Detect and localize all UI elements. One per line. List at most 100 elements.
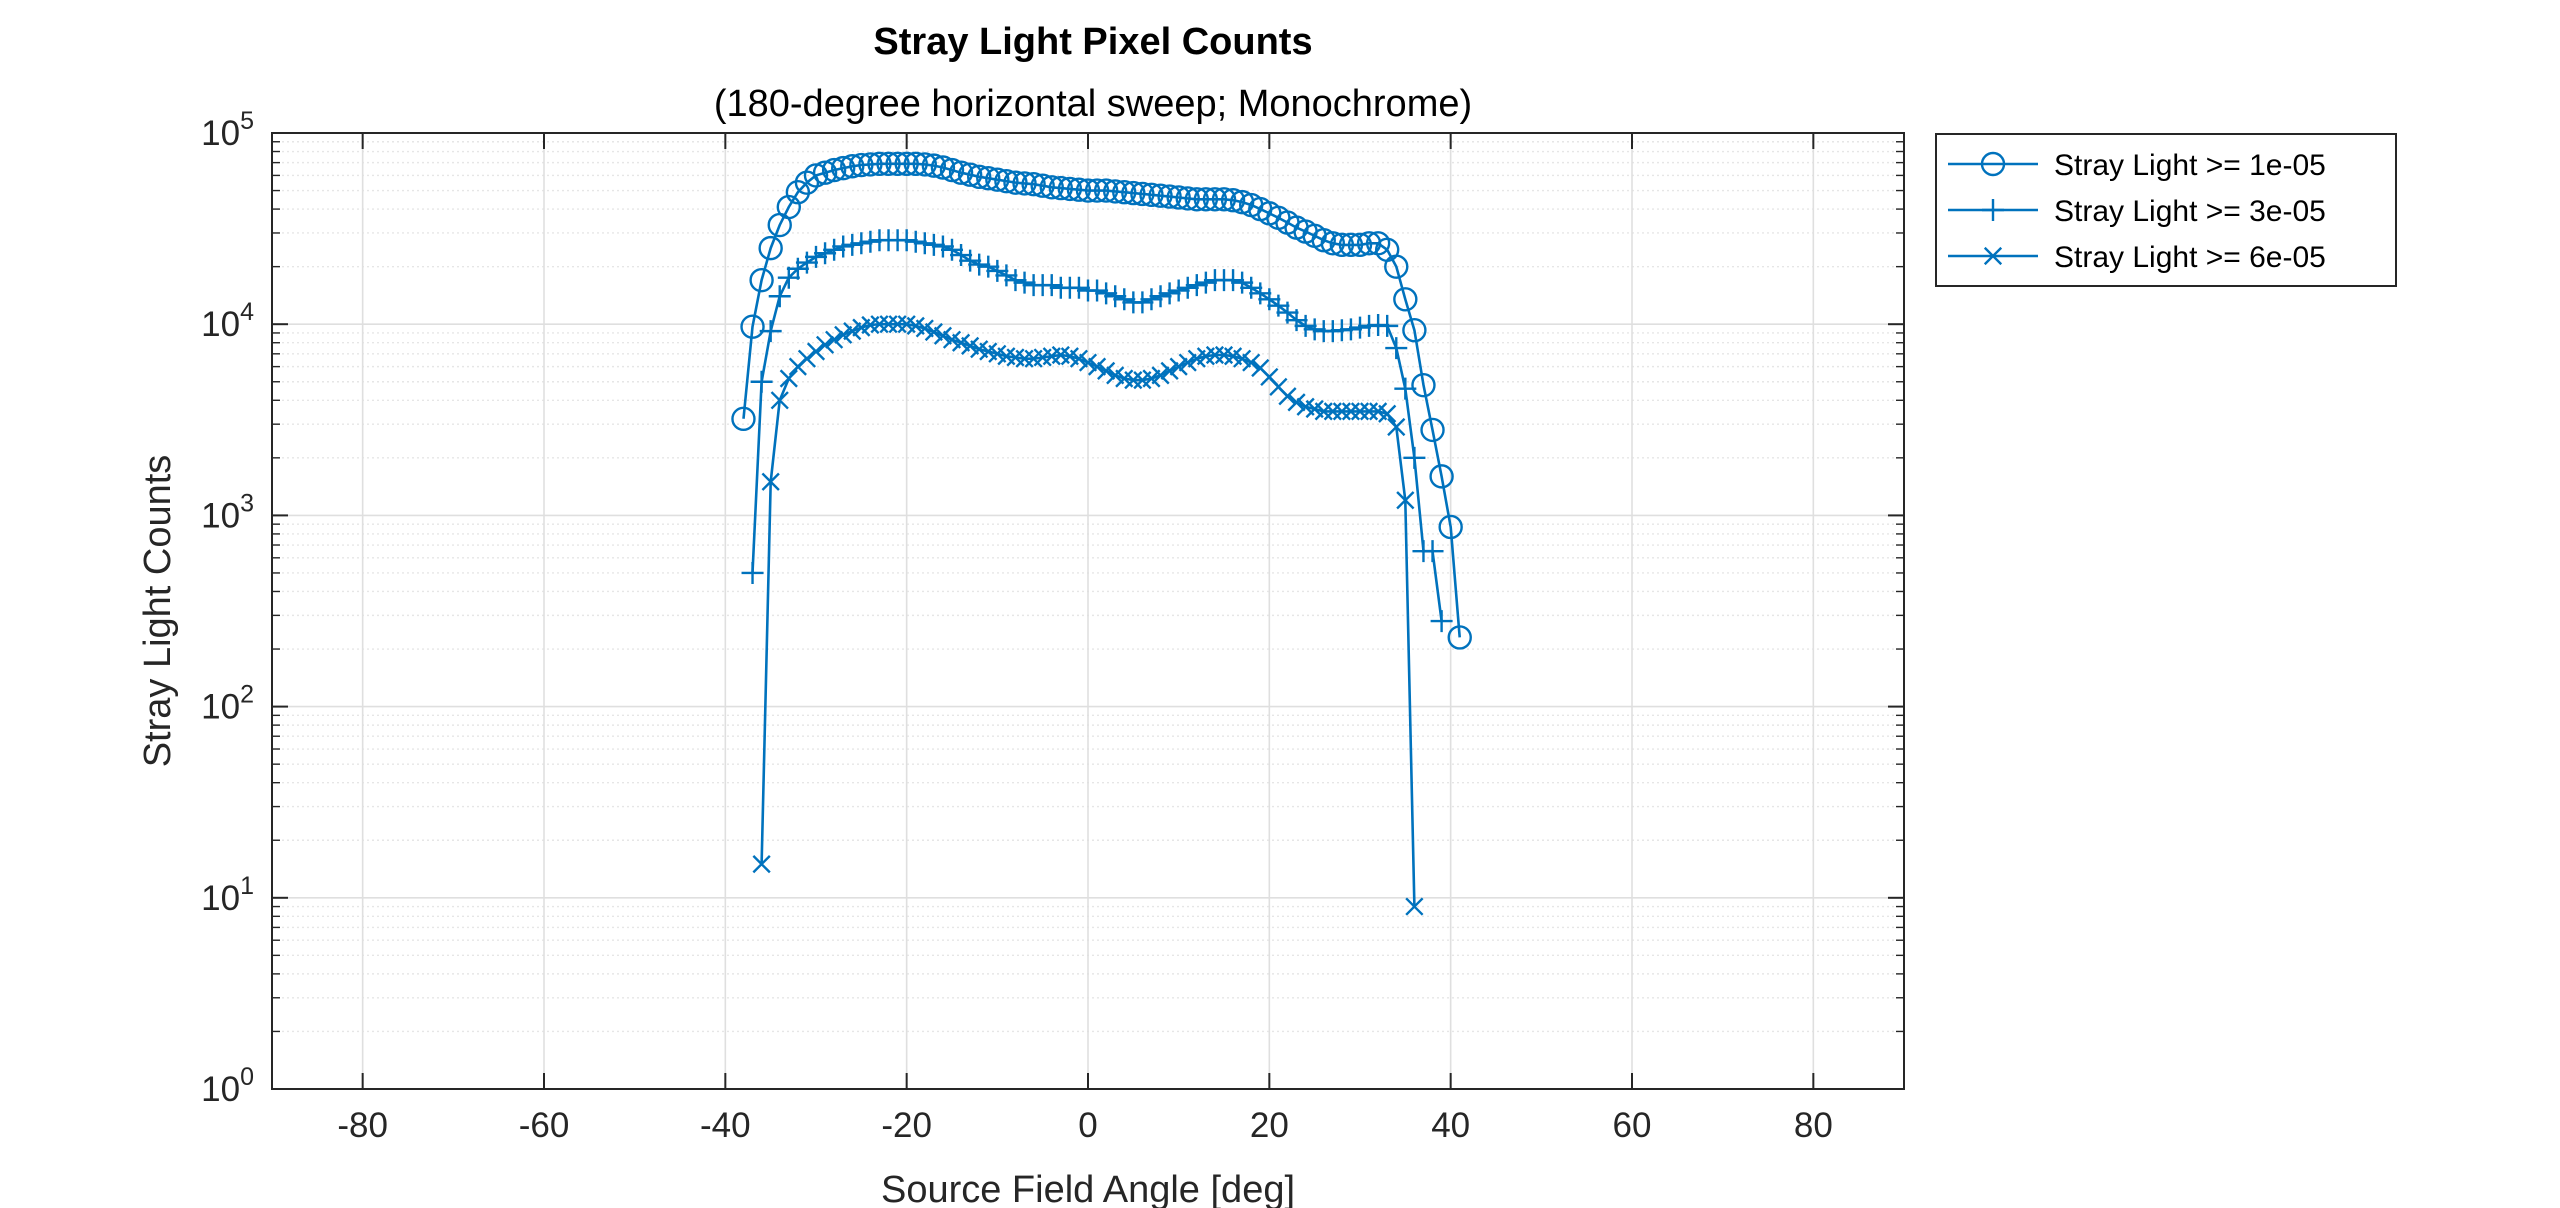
data-point bbox=[841, 233, 864, 256]
data-point bbox=[750, 370, 773, 393]
data-point bbox=[850, 232, 873, 255]
data-point bbox=[1113, 288, 1136, 311]
data-point bbox=[870, 315, 889, 334]
data-point bbox=[1151, 366, 1170, 385]
data-point bbox=[1193, 187, 1219, 212]
data-point bbox=[825, 330, 844, 349]
data-point bbox=[985, 167, 1010, 192]
data-point bbox=[795, 251, 818, 274]
data-point bbox=[1067, 276, 1090, 299]
data-point bbox=[777, 266, 800, 289]
data-point bbox=[1057, 176, 1083, 202]
data-point bbox=[806, 342, 826, 361]
data-point bbox=[1249, 282, 1272, 305]
data-point bbox=[939, 157, 965, 183]
x-tick-label: 20 bbox=[1250, 1106, 1289, 1145]
data-point bbox=[1294, 314, 1317, 337]
data-point bbox=[903, 151, 928, 177]
data-point bbox=[1240, 276, 1263, 299]
series-layer bbox=[731, 151, 1472, 916]
data-point bbox=[849, 152, 874, 178]
data-point bbox=[1323, 402, 1342, 421]
data-point bbox=[758, 235, 783, 261]
data-point bbox=[1349, 316, 1371, 339]
x-tick-label: 40 bbox=[1431, 1106, 1470, 1145]
data-point bbox=[1157, 184, 1182, 209]
data-point bbox=[1102, 179, 1128, 204]
data-point bbox=[1185, 274, 1208, 297]
y-axis-label: Stray Light Counts bbox=[137, 455, 179, 768]
data-point bbox=[976, 166, 1001, 191]
data-point bbox=[834, 325, 853, 344]
data-point bbox=[1339, 318, 1362, 341]
data-point bbox=[1086, 279, 1109, 302]
data-point bbox=[1983, 246, 2003, 266]
data-point bbox=[1220, 188, 1246, 213]
x-tick-label: 60 bbox=[1613, 1106, 1652, 1145]
data-point bbox=[1112, 180, 1137, 205]
data-point bbox=[950, 244, 973, 267]
data-point bbox=[967, 164, 992, 190]
data-point bbox=[840, 154, 865, 179]
data-point bbox=[1093, 178, 1119, 203]
data-point bbox=[858, 152, 883, 177]
data-point bbox=[1194, 271, 1217, 294]
data-point bbox=[1394, 377, 1417, 400]
data-point bbox=[1030, 173, 1055, 198]
data-point bbox=[895, 229, 918, 252]
y-tick-label: 101 bbox=[201, 872, 254, 918]
data-point bbox=[814, 242, 837, 265]
data-point bbox=[1231, 271, 1254, 294]
data-point bbox=[770, 391, 789, 410]
data-point bbox=[888, 315, 907, 334]
data-point bbox=[1121, 180, 1146, 206]
data-point bbox=[823, 238, 846, 261]
data-point bbox=[1356, 231, 1382, 256]
data-point bbox=[1124, 371, 1143, 390]
data-point bbox=[1211, 187, 1237, 212]
data-point bbox=[894, 151, 919, 177]
data-point bbox=[924, 322, 943, 342]
data-point bbox=[821, 157, 847, 183]
data-point bbox=[1202, 187, 1228, 212]
data-point bbox=[1095, 282, 1118, 305]
data-point bbox=[1359, 402, 1379, 421]
data-point bbox=[741, 561, 764, 584]
data-point bbox=[1097, 361, 1116, 380]
data-point bbox=[1405, 897, 1424, 916]
data-point bbox=[1402, 318, 1427, 343]
y-tick-label: 100 bbox=[201, 1063, 254, 1109]
data-point bbox=[1176, 276, 1199, 299]
data-point bbox=[1184, 187, 1210, 212]
y-tick-label: 103 bbox=[201, 489, 254, 535]
data-point bbox=[1385, 337, 1408, 360]
data-point bbox=[1178, 353, 1197, 372]
data-point bbox=[1393, 287, 1418, 312]
x-tick-label: -40 bbox=[700, 1106, 751, 1145]
data-point bbox=[785, 180, 811, 205]
data-point bbox=[1087, 357, 1107, 376]
data-point bbox=[1332, 402, 1351, 421]
data-point bbox=[941, 238, 963, 261]
data-point bbox=[912, 152, 937, 177]
data-point bbox=[1040, 274, 1063, 297]
data-point bbox=[1980, 151, 2006, 177]
data-point bbox=[1341, 402, 1361, 421]
data-point bbox=[876, 151, 901, 177]
chart-title: Stray Light Pixel Counts bbox=[873, 21, 1312, 63]
data-point bbox=[1421, 540, 1444, 563]
data-point bbox=[1104, 285, 1127, 308]
data-point bbox=[1387, 417, 1406, 437]
data-point bbox=[1438, 514, 1463, 540]
data-point bbox=[879, 315, 898, 334]
data-point bbox=[759, 320, 782, 343]
data-point bbox=[1396, 491, 1415, 510]
data-point bbox=[1222, 269, 1245, 292]
data-point bbox=[986, 259, 1009, 282]
data-point bbox=[1160, 361, 1179, 380]
data-point bbox=[1075, 178, 1101, 203]
data-point bbox=[885, 151, 910, 177]
axes: -80 -60 -40 -20 0 20 40 60 80 100 101 102 103 104 105 bbox=[201, 107, 1904, 1145]
data-point bbox=[1205, 345, 1225, 365]
